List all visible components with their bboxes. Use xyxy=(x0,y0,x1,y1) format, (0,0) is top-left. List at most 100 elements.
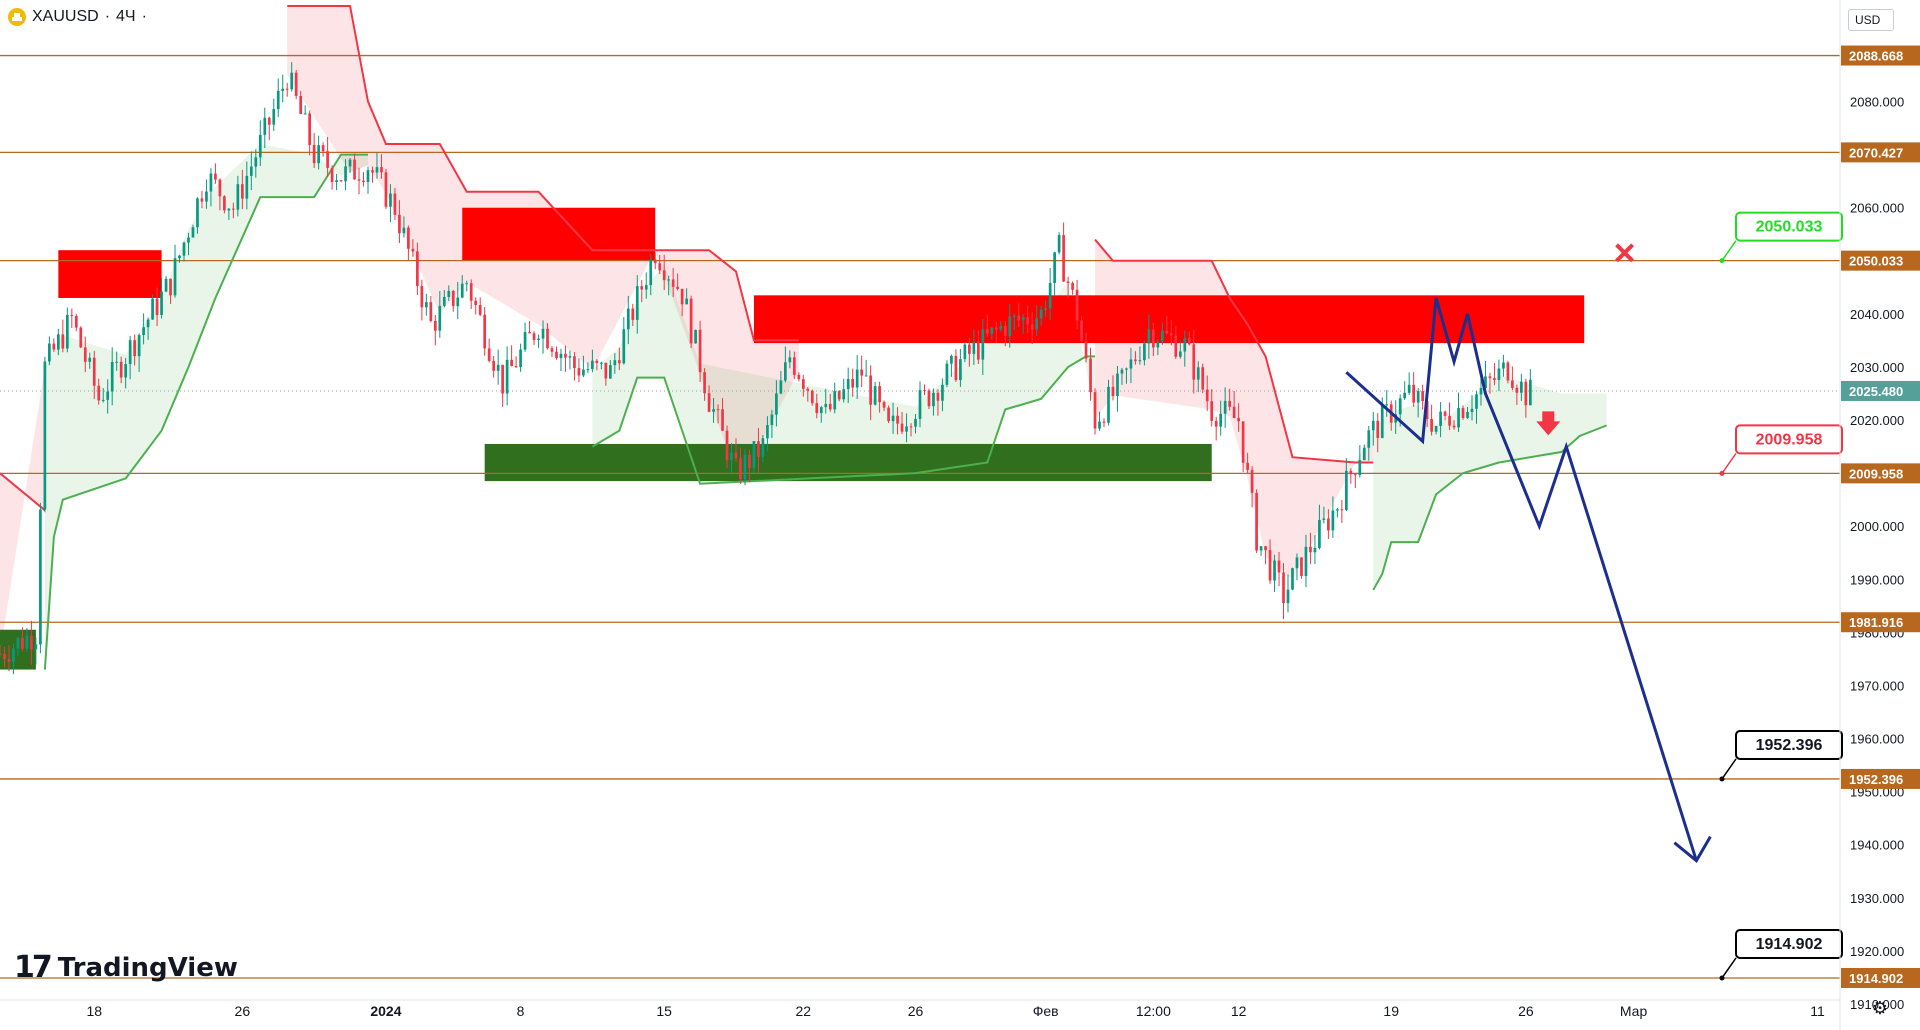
candle-body xyxy=(1286,589,1290,604)
candle-body xyxy=(1053,252,1056,284)
candle-body xyxy=(519,349,522,368)
candle-body xyxy=(312,144,316,164)
candle-body xyxy=(1066,281,1070,283)
candle-body xyxy=(56,334,60,350)
candle-body xyxy=(1439,411,1442,426)
price-tag-label: 1914.902 xyxy=(1756,936,1823,953)
trail-stop-green xyxy=(43,153,368,670)
candle-body xyxy=(1201,367,1205,390)
candle-body xyxy=(61,334,65,349)
price-tag-leader xyxy=(1721,452,1737,474)
candle-body xyxy=(209,173,213,192)
candle-body xyxy=(133,340,136,357)
candle-body xyxy=(442,296,446,306)
candle-body xyxy=(214,173,217,180)
candle-body xyxy=(1466,412,1469,418)
trail-stop-red xyxy=(0,472,46,512)
marker-layer xyxy=(1536,243,1635,436)
price-tick-label: 2000.000 xyxy=(1850,519,1904,534)
candle-body xyxy=(721,409,724,431)
candle-body xyxy=(52,343,56,350)
price-tick-label: 2030.000 xyxy=(1850,360,1904,375)
candle-body xyxy=(1416,391,1420,403)
candle-body xyxy=(160,291,163,315)
time-tick-label: 18 xyxy=(86,1003,102,1019)
candle-body xyxy=(909,426,913,428)
candle-body xyxy=(1313,548,1317,553)
candle-body xyxy=(819,407,823,414)
candle-body xyxy=(1511,380,1514,388)
candle-body xyxy=(321,145,325,152)
candle-body xyxy=(743,454,747,480)
candle-body xyxy=(398,214,401,234)
candle-body xyxy=(1448,415,1451,426)
symbol-header[interactable]: XAUUSD · 4Ч · xyxy=(8,8,147,26)
candle-body xyxy=(1219,413,1223,427)
candle-body xyxy=(353,159,356,180)
forecast-layer xyxy=(1345,297,1712,863)
tradingview-mark-icon: 17 xyxy=(14,950,53,985)
last-price-badge xyxy=(1841,380,1920,401)
candle-body xyxy=(151,298,154,320)
candle-body xyxy=(294,72,298,96)
candle-body xyxy=(842,389,846,400)
candle-body xyxy=(1358,460,1362,476)
candle-body xyxy=(1385,404,1389,406)
candle-body xyxy=(1425,401,1429,420)
candle-body xyxy=(1044,308,1048,310)
candle-body xyxy=(1250,469,1254,493)
candle-body xyxy=(1268,550,1272,581)
candle-body xyxy=(178,255,181,259)
demand-zone xyxy=(484,443,1212,482)
time-axis[interactable]: 18 26 2024 8 15 22 26 Фев 12:00 12 19 26 Мар 11 xyxy=(0,999,1840,1019)
level-axis-badge xyxy=(1841,967,1920,988)
candle-body xyxy=(860,369,864,376)
currency-selector[interactable]: USD xyxy=(1848,9,1894,31)
candle-body xyxy=(1012,315,1016,317)
candle-body xyxy=(792,357,796,375)
candle-body xyxy=(393,193,397,215)
candle-body xyxy=(846,379,850,390)
tradingview-logo[interactable]: 17 TradingView xyxy=(14,950,238,985)
candle-body xyxy=(640,286,644,290)
candle-body xyxy=(564,353,567,358)
candle-body xyxy=(1152,329,1155,348)
candle-body xyxy=(1309,546,1312,553)
price-tag-box xyxy=(1735,729,1843,760)
trail-stop-green xyxy=(591,355,1096,485)
candle-body xyxy=(635,286,639,320)
candle-body xyxy=(1349,470,1353,475)
candle-body xyxy=(30,635,33,650)
candle-body xyxy=(712,409,715,412)
candle-body xyxy=(950,355,953,364)
candle-body xyxy=(1461,408,1465,418)
candle-body xyxy=(918,390,922,419)
candle-body xyxy=(671,279,675,287)
price-axis[interactable]: 2080.0002070.0002060.0002050.0002040.000… xyxy=(1839,0,1920,1030)
candle-body xyxy=(146,319,150,328)
candle-body xyxy=(1493,378,1496,380)
candle-body xyxy=(155,298,159,315)
candle-body xyxy=(766,425,769,439)
candle-body xyxy=(555,351,558,359)
symbol-name[interactable]: XAUUSD xyxy=(32,8,99,25)
candle-body xyxy=(586,369,590,371)
trail-line-layer xyxy=(0,5,1607,670)
chart-settings-gear-icon[interactable]: ⚙ xyxy=(1871,998,1889,1018)
candle-body xyxy=(770,414,774,426)
candle-body xyxy=(263,117,267,135)
sell-arrow-icon xyxy=(1536,411,1561,436)
candle-body xyxy=(249,166,253,176)
candle-body xyxy=(196,198,199,228)
candle-body xyxy=(905,426,908,432)
interval-label[interactable]: 4Ч xyxy=(116,8,136,25)
candle-body xyxy=(689,298,693,344)
candle-body xyxy=(1003,326,1007,336)
candle-body xyxy=(205,191,208,202)
candle-body xyxy=(1282,572,1285,604)
candle-body xyxy=(608,365,612,379)
price-tag-label: 2009.958 xyxy=(1756,431,1823,448)
candle-body xyxy=(1075,289,1079,321)
candle-body xyxy=(1295,557,1299,569)
